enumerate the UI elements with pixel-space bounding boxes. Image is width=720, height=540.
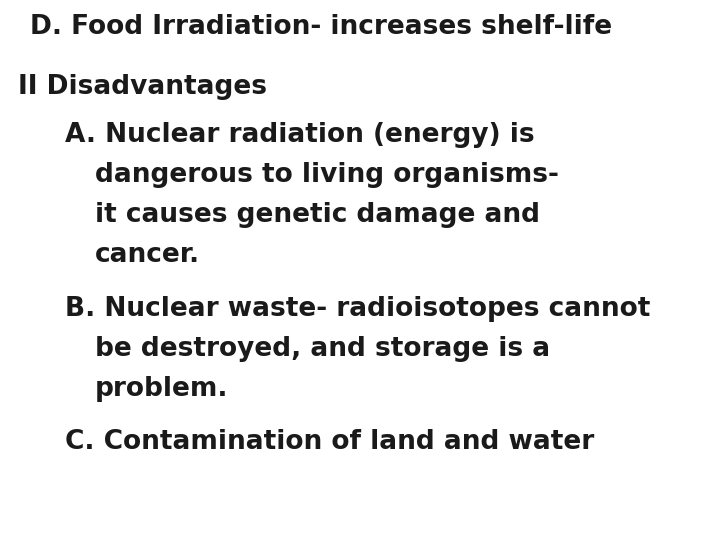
Text: problem.: problem. <box>95 376 228 402</box>
Text: D. Food Irradiation- increases shelf-life: D. Food Irradiation- increases shelf-lif… <box>30 14 612 40</box>
Text: A. Nuclear radiation (energy) is: A. Nuclear radiation (energy) is <box>65 122 535 148</box>
Text: it causes genetic damage and: it causes genetic damage and <box>95 202 540 228</box>
Text: B. Nuclear waste- radioisotopes cannot: B. Nuclear waste- radioisotopes cannot <box>65 296 650 322</box>
Text: dangerous to living organisms-: dangerous to living organisms- <box>95 162 559 188</box>
Text: C. Contamination of land and water: C. Contamination of land and water <box>65 429 594 455</box>
Text: be destroyed, and storage is a: be destroyed, and storage is a <box>95 336 550 362</box>
Text: II Disadvantages: II Disadvantages <box>18 74 267 100</box>
Text: cancer.: cancer. <box>95 242 200 268</box>
